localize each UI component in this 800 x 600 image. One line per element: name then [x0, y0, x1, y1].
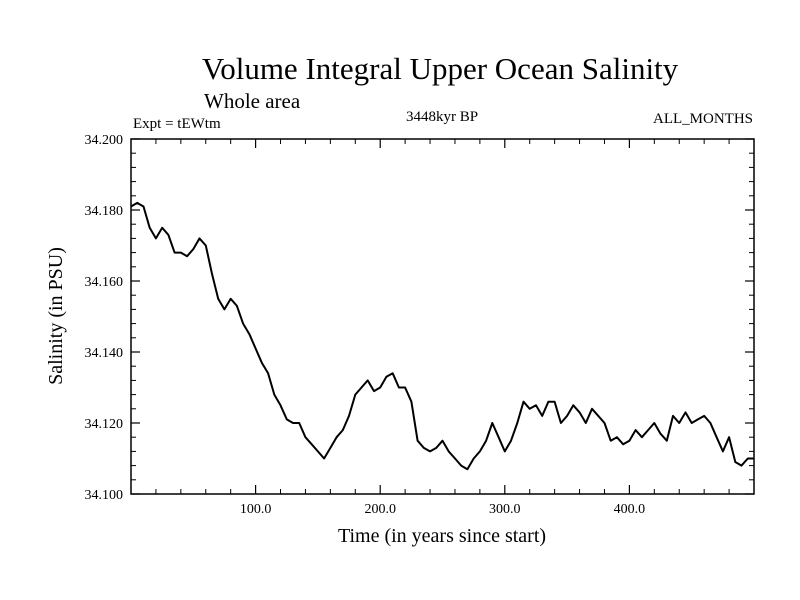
- y-axis-label: Salinity (in PSU): [45, 247, 67, 385]
- y-axis-ticks: [131, 138, 754, 495]
- months-label: ALL_MONTHS: [653, 111, 753, 127]
- y-tick-label: 34.180: [85, 204, 124, 219]
- x-tick-label: 300.0: [489, 502, 521, 517]
- period-label: 3448kyr BP: [406, 109, 478, 125]
- x-axis-label: Time (in years since start): [338, 525, 546, 547]
- chart-subtitle: Whole area: [204, 89, 301, 113]
- x-tick-label: 400.0: [614, 502, 646, 517]
- y-tick-label: 34.160: [85, 275, 124, 290]
- chart-title: Volume Integral Upper Ocean Salinity: [202, 51, 679, 86]
- plot-frame: [130, 138, 755, 495]
- x-tick-label: 100.0: [240, 502, 272, 517]
- salinity-series-line: [130, 201, 754, 471]
- y-tick-label: 34.140: [85, 346, 124, 361]
- experiment-label: Expt = tEWtm: [133, 116, 221, 132]
- y-tick-label: 34.200: [85, 133, 124, 148]
- y-tick-label: 34.100: [85, 488, 124, 503]
- x-axis-ticks: [155, 139, 730, 494]
- y-tick-label: 34.120: [85, 417, 124, 432]
- x-axis-tick-labels: 100.0 200.0 300.0 400.0: [240, 502, 645, 517]
- y-axis-tick-labels: 34.100 34.120 34.140 34.160 34.180 34.200: [85, 133, 124, 503]
- x-tick-label: 200.0: [364, 502, 396, 517]
